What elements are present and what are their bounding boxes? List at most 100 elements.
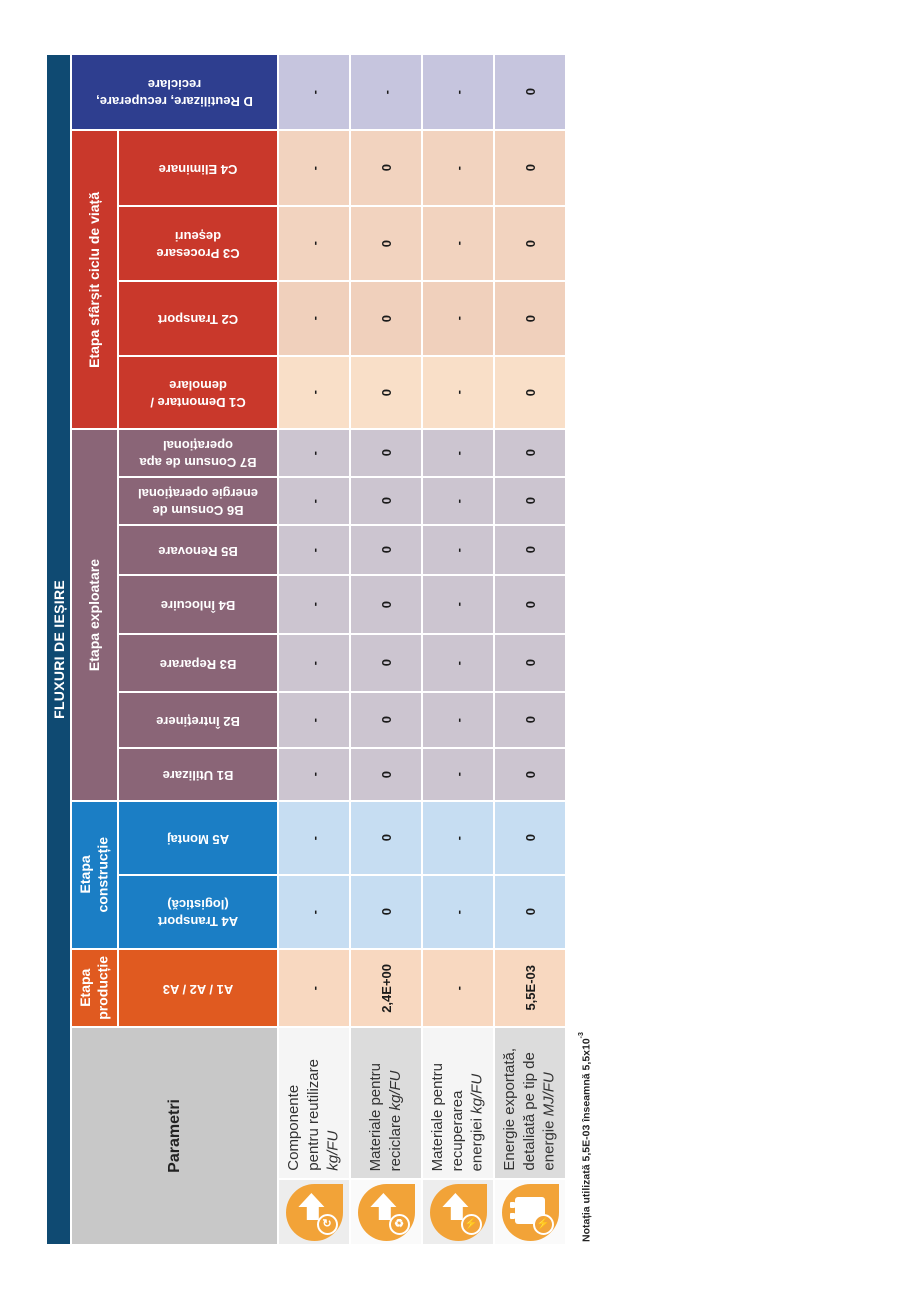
value-A1A2A3-p1: - <box>279 950 349 1026</box>
value-text: - <box>450 241 466 246</box>
stage-header-A1A2A3: A1 / A2 / A3 <box>119 950 277 1026</box>
value-B3-p3: - <box>423 635 493 691</box>
footnote-superscript: -3 <box>577 1032 585 1039</box>
value-text: - <box>306 909 322 915</box>
value-text: 0 <box>522 388 538 397</box>
param-desc-text: Materiale pentru reciclare kg/FU <box>366 1063 406 1171</box>
value-text: - <box>306 316 322 321</box>
stage-header-label: C4 Eliminare <box>158 161 238 177</box>
value-B7-p4: 0 <box>495 430 565 476</box>
value-C3-p1: - <box>279 207 349 280</box>
value-text: - <box>306 660 322 666</box>
group-label-constructie: Etapa construcție <box>72 802 117 948</box>
stage-header-C2: C2 Transport <box>119 282 277 355</box>
value-text: - <box>306 772 322 777</box>
generator-tab-shape <box>509 1212 515 1219</box>
group-label-productie: Etapa producție <box>72 950 117 1026</box>
value-A5-p1: - <box>279 802 349 874</box>
value-B3-p1: - <box>279 635 349 691</box>
value-B2-p3: - <box>423 693 493 747</box>
value-text: 0 <box>522 239 538 248</box>
value-text: 0 <box>522 164 538 172</box>
value-text: - <box>306 241 322 246</box>
value-D-p2: - <box>351 55 421 129</box>
arrow-up-reuse-icon: ↻ <box>285 1183 343 1241</box>
value-text: - <box>450 985 466 991</box>
param-icon-cell-2: ♻ <box>351 1180 421 1244</box>
param-desc-text: Materiale pentru recuperarea energiei kg… <box>428 1063 487 1171</box>
value-text: 0 <box>522 449 538 457</box>
value-text: - <box>306 165 322 171</box>
arrow-up-recycle-icon: ♻ <box>357 1183 415 1241</box>
value-text: - <box>306 835 322 841</box>
stage-header-label: B4 Înlocuire <box>160 597 236 613</box>
value-text: - <box>450 835 466 841</box>
parameters-header-cell: Parametri <box>72 1028 277 1244</box>
value-B6-p1: - <box>279 478 349 524</box>
param-icon-cell-1: ↻ <box>279 1180 349 1244</box>
param-desc-text: Componente pentru reutilizare kg/FU <box>284 1059 343 1171</box>
value-D-p4: 0 <box>495 55 565 129</box>
value-A1A2A3-p4: 5,5E-03 <box>495 950 565 1026</box>
icon-badge-4: ⚡ <box>532 1213 554 1235</box>
value-text: - <box>450 660 466 666</box>
stage-header-B7: B7 Consum de apa operațional <box>119 430 277 476</box>
stage-header-D: D Reutilizare, recuperare, reciclare <box>72 55 277 129</box>
value-B3-p2: 0 <box>351 635 421 691</box>
value-C3-p2: 0 <box>351 207 421 280</box>
value-text: - <box>450 909 466 915</box>
value-text: 0 <box>522 659 538 667</box>
value-text: - <box>450 717 466 723</box>
value-A5-p2: 0 <box>351 802 421 874</box>
value-C3-p4: 0 <box>495 207 565 280</box>
value-A1A2A3-p2: 2,4E+00 <box>351 950 421 1026</box>
value-text: 0 <box>522 716 538 724</box>
param-desc-text: Energie exportată, detaliată pe tip de e… <box>500 1048 559 1171</box>
group-label-text: Etapa producție <box>77 956 111 1020</box>
value-B2-p2: 0 <box>351 693 421 747</box>
value-text: 2,4E+00 <box>378 963 394 1013</box>
value-B1-p1: - <box>279 749 349 800</box>
group-label-eol: Etapa sfârșit ciclu de viață <box>72 131 117 428</box>
value-B5-p3: - <box>423 526 493 574</box>
stage-header-C3: C3 Procesare deșeuri <box>119 207 277 280</box>
value-C2-p2: 0 <box>351 282 421 355</box>
param-desc-1: Componente pentru reutilizare kg/FU <box>279 1028 349 1178</box>
value-text: - <box>450 772 466 777</box>
stage-header-label: D Reutilizare, recuperare, reciclare <box>96 77 253 109</box>
value-text: - <box>450 390 466 395</box>
value-A1A2A3-p3: - <box>423 950 493 1026</box>
value-text: - <box>306 89 322 95</box>
stage-header-label: B2 Întreținere <box>156 713 240 729</box>
table-title-bar: FLUXURI DE IEȘIRE <box>47 55 70 1244</box>
value-text: - <box>450 316 466 321</box>
stage-header-label: C2 Transport <box>157 311 239 327</box>
value-text: 0 <box>378 449 394 457</box>
value-B5-p4: 0 <box>495 526 565 574</box>
stage-header-label: B6 Consum de energie operațional <box>138 486 258 518</box>
value-D-p3: - <box>423 55 493 129</box>
value-text: 0 <box>522 497 538 505</box>
value-text: 0 <box>378 600 394 609</box>
param-desc-4: Energie exportată, detaliată pe tip de e… <box>495 1028 565 1178</box>
param-icon-cell-3: ⚡ <box>423 1180 493 1244</box>
stage-header-A4: A4 Transport (logistică) <box>119 876 277 948</box>
value-B2-p4: 0 <box>495 693 565 747</box>
param-desc-3: Materiale pentru recuperarea energiei kg… <box>423 1028 493 1178</box>
value-B1-p2: 0 <box>351 749 421 800</box>
value-C4-p3: - <box>423 131 493 205</box>
arrow-up-head-shape <box>442 1192 469 1207</box>
value-text: 0 <box>378 908 394 916</box>
stage-header-label: B7 Consum de apa operațional <box>139 438 257 470</box>
value-text: 0 <box>522 834 538 842</box>
value-B2-p1: - <box>279 693 349 747</box>
stage-header-B5: B5 Renovare <box>119 526 277 574</box>
value-text: 5,5E-03 <box>522 965 538 1011</box>
value-text: 0 <box>378 770 394 779</box>
arrow-up-head-shape <box>370 1192 397 1207</box>
footnote-main: Notația utilizată 5,5E-03 înseamnă 5,5x1… <box>580 1038 593 1242</box>
value-C4-p1: - <box>279 131 349 205</box>
value-C4-p4: 0 <box>495 131 565 205</box>
icon-badge-2: ♻ <box>388 1213 410 1235</box>
value-B1-p3: - <box>423 749 493 800</box>
